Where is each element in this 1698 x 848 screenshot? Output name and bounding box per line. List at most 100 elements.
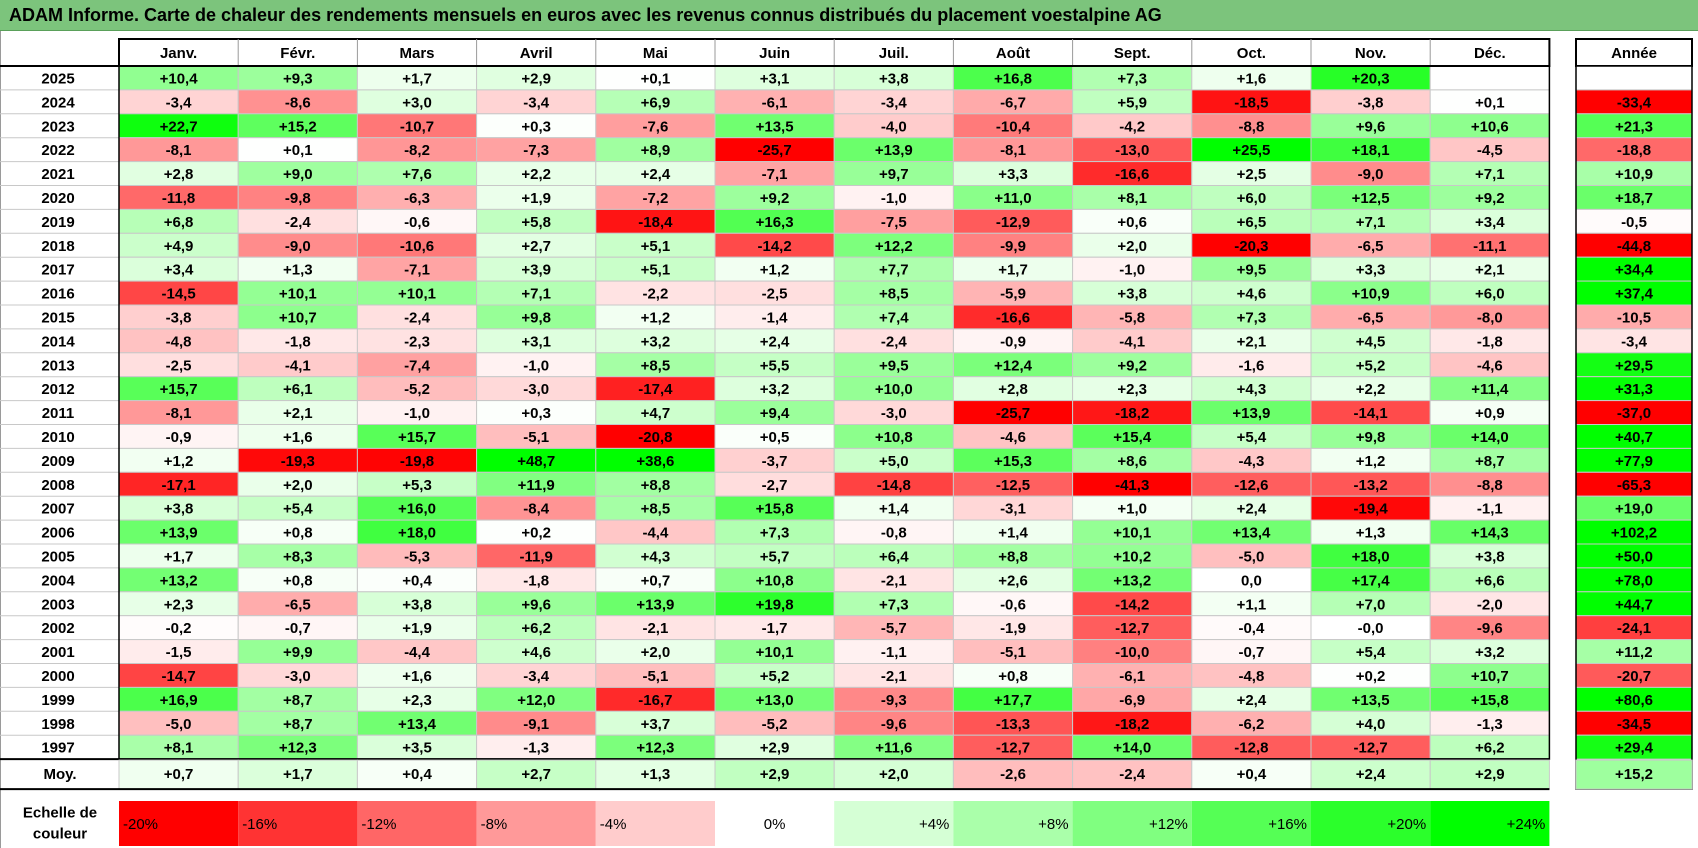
year-label-1997: 1997 xyxy=(41,740,74,757)
cell-value: +8,8 xyxy=(998,548,1028,565)
year-label-2005: 2005 xyxy=(41,548,74,565)
cell-value: -5,1 xyxy=(642,668,668,685)
cell-value: +1,4 xyxy=(998,525,1028,542)
cell-value: -1,9 xyxy=(1000,620,1026,637)
cell-value: +11,0 xyxy=(994,190,1031,207)
cell-value: +8,7 xyxy=(283,692,313,709)
year-label-2022: 2022 xyxy=(41,142,74,159)
cell-value: +1,7 xyxy=(164,548,194,565)
scale-label: -12% xyxy=(361,816,396,833)
cell-value: -4,0 xyxy=(881,118,907,135)
cell-value: +4,6 xyxy=(1237,286,1267,303)
cell-value: +48,7 xyxy=(517,453,555,470)
cell-value: -5,0 xyxy=(1238,548,1264,565)
chart-title: ADAM Informe. Carte de chaleur des rende… xyxy=(0,0,1698,31)
cell-value: +5,3 xyxy=(402,477,432,494)
cell-value: +7,6 xyxy=(402,166,432,183)
year-label-2010: 2010 xyxy=(41,429,74,446)
cell-value: +15,7 xyxy=(398,429,436,446)
cell-value: +0,2 xyxy=(1356,668,1386,685)
cell-value: -7,1 xyxy=(762,166,788,183)
cell-value: +5,1 xyxy=(641,238,671,255)
average-annual-cell xyxy=(1575,759,1693,790)
cell-value: -6,5 xyxy=(1358,238,1384,255)
year-label-2018: 2018 xyxy=(41,238,74,255)
cell-value: +19,8 xyxy=(756,596,794,613)
cell-value: +0,6 xyxy=(1117,214,1147,231)
cell-value: -18,2 xyxy=(1115,716,1149,733)
cell-value: +8,7 xyxy=(283,716,313,733)
cell-value: -7,5 xyxy=(881,214,907,231)
cell-value: +5,2 xyxy=(760,668,790,685)
cell-value: +0,8 xyxy=(283,572,313,589)
year-label-2000: 2000 xyxy=(41,668,74,685)
cell-value: +1,6 xyxy=(283,429,313,446)
scale-swatch xyxy=(1430,801,1550,846)
cell-value: -9,6 xyxy=(881,716,907,733)
cell-value: -3,4 xyxy=(166,94,193,111)
cell-value: +2,8 xyxy=(164,166,194,183)
cell-value: -16,6 xyxy=(1115,166,1149,183)
cell-value: -4,1 xyxy=(285,357,311,374)
cell-value: +3,8 xyxy=(402,596,432,613)
cell-value: +5,4 xyxy=(1356,644,1386,661)
average-cell xyxy=(1072,759,1193,790)
cell-value: -18,5 xyxy=(1234,94,1268,111)
cell-value: -5,7 xyxy=(881,620,907,637)
cell-value: +1,2 xyxy=(164,453,194,470)
cell-value: +7,4 xyxy=(879,309,909,326)
cell-value: +1,2 xyxy=(1356,453,1386,470)
cell-value: -1,8 xyxy=(523,572,549,589)
cell-value: +3,4 xyxy=(164,262,194,279)
cell-value: -14,8 xyxy=(877,477,911,494)
cell-value: -6,7 xyxy=(1000,94,1026,111)
cell-value: -12,7 xyxy=(1353,740,1387,757)
cell-value: -11,8 xyxy=(162,190,195,207)
month-header-8: Août xyxy=(996,45,1030,62)
cell-value: +0,3 xyxy=(521,118,551,135)
cell-value: +13,5 xyxy=(756,118,794,135)
cell-value: +16,8 xyxy=(994,70,1032,87)
annual-value: -3,4 xyxy=(1621,333,1648,350)
cell-value: +0,1 xyxy=(283,142,313,159)
cell-value: -2,1 xyxy=(642,620,668,637)
cell-value: +14,0 xyxy=(1471,429,1509,446)
annual-value: +44,7 xyxy=(1615,596,1653,613)
cell-value: +1,7 xyxy=(402,70,432,87)
cell-value: -4,4 xyxy=(642,525,669,542)
cell-value: +15,4 xyxy=(1113,429,1152,446)
cell-value: +10,6 xyxy=(1471,118,1509,135)
cell-value: +13,5 xyxy=(1352,692,1390,709)
cell-value: +13,9 xyxy=(1232,405,1270,422)
cell-value: +7,3 xyxy=(760,525,790,542)
cell-value: -12,7 xyxy=(1115,620,1149,637)
cell-value: +0,2 xyxy=(521,525,551,542)
cell-value: +8,1 xyxy=(1117,190,1147,207)
annual-value: +11,2 xyxy=(1615,644,1652,661)
cell-value: -11,1 xyxy=(1473,238,1506,255)
cell-value: -6,2 xyxy=(1238,716,1264,733)
cell-value: -18,4 xyxy=(638,214,673,231)
cell-value: -0,4 xyxy=(1238,620,1265,637)
cell-value: +8,8 xyxy=(641,477,671,494)
cell-value: -6,9 xyxy=(1119,692,1145,709)
cell-value: +0,1 xyxy=(641,70,671,87)
cell-value: -8,1 xyxy=(166,142,192,159)
cell-value: +12,3 xyxy=(636,740,674,757)
cell-value: -0,6 xyxy=(1000,596,1026,613)
cell-value: +3,2 xyxy=(1475,644,1505,661)
cell-value: +9,9 xyxy=(283,644,313,661)
cell-value: -5,1 xyxy=(523,429,549,446)
cell-value: +17,4 xyxy=(1352,572,1391,589)
cell-value: -5,2 xyxy=(404,381,430,398)
cell-value: +22,7 xyxy=(160,118,198,135)
year-label-1998: 1998 xyxy=(41,716,74,733)
annual-value: -44,8 xyxy=(1617,238,1651,255)
cell-value: +2,4 xyxy=(1237,692,1267,709)
cell-value: -0,7 xyxy=(285,620,311,637)
cell-value: -14,1 xyxy=(1353,405,1387,422)
cell-value: -2,7 xyxy=(762,477,788,494)
cell-value: -5,1 xyxy=(1000,644,1026,661)
cell-value: +10,8 xyxy=(875,429,913,446)
